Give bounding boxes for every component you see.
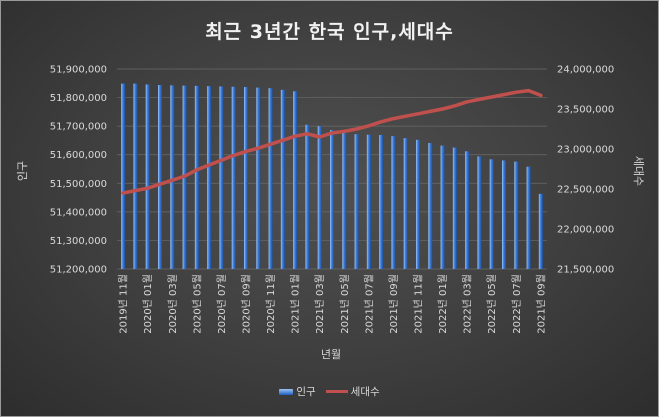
x-tick-label: 2021년 05월 <box>339 274 351 334</box>
y-tick-label: 51,300,000 <box>50 236 107 247</box>
population-bar <box>231 86 236 269</box>
x-tick-label: 2020년 11월 <box>265 274 277 334</box>
population-bar <box>194 85 199 269</box>
population-bar <box>170 85 175 270</box>
population-bar <box>158 85 162 269</box>
population-bar <box>256 87 261 269</box>
y-tick-label: 51,500,000 <box>50 179 107 190</box>
population-bar <box>305 124 310 269</box>
population-bars <box>121 83 543 270</box>
population-bar <box>317 126 322 270</box>
y-axis-title: 인구 <box>16 161 29 181</box>
x-tick-label: 2021년 01월 <box>290 274 302 334</box>
population-bar <box>354 134 359 269</box>
y-tick-label: 51,600,000 <box>50 150 107 161</box>
population-bar <box>268 88 273 270</box>
population-bar <box>538 193 543 269</box>
x-tick-label: 2022년 05월 <box>486 274 498 334</box>
x-tick-label: 2022년 07월 <box>511 274 523 334</box>
y-tick-label: 51,700,000 <box>50 122 107 133</box>
x-axis-categories: 2019년 11월 2020년 01월 2020년 03월 2020년 05월 2020… <box>118 274 548 334</box>
x-tick-label: 2021년 11월 <box>413 274 425 334</box>
y2-tick-label: 23,500,000 <box>557 105 614 116</box>
population-bar <box>366 134 371 269</box>
y2-tick-label: 22,000,000 <box>557 225 614 236</box>
population-bar <box>379 135 384 269</box>
y-tick-label: 51,800,000 <box>50 93 107 104</box>
population-bar <box>244 87 248 269</box>
left-axis-ticks: 51,200,000 51,300,000 51,400,000 51,500,000… <box>50 65 107 276</box>
y-tick-label: 51,200,000 <box>50 265 107 276</box>
population-bar <box>219 86 224 269</box>
x-tick-label: 2020년 03월 <box>167 274 179 334</box>
legend: 인구 세대수 <box>1 384 658 399</box>
x-tick-label: 2021년 09월 <box>388 274 400 334</box>
population-bar <box>403 138 408 269</box>
x-tick-label: 2021년 03월 <box>314 274 326 334</box>
legend-label-population: 인구 <box>296 386 316 398</box>
legend-label-households: 세대수 <box>350 386 380 398</box>
population-bar <box>526 166 531 269</box>
population-bar <box>330 130 334 269</box>
x-tick-label: 2021년 09월 <box>535 274 547 334</box>
population-bar <box>121 83 126 269</box>
population-bar <box>342 133 347 269</box>
x-tick-label: 2020년 05월 <box>191 274 203 334</box>
population-bar <box>416 139 420 269</box>
chart-title: 최근 3년간 한국 인구,세대수 <box>205 21 454 43</box>
population-bar <box>477 156 482 269</box>
population-bar <box>145 84 150 269</box>
population-bar <box>391 136 396 269</box>
population-bar <box>440 145 445 269</box>
households-line <box>121 88 543 195</box>
legend-bar-swatch <box>279 388 294 395</box>
y2-axis-title: 세대수 <box>632 156 645 186</box>
legend-line-swatch <box>325 390 348 393</box>
right-axis-ticks: 21,500,000 22,000,000 22,500,000 23,000,000… <box>557 65 614 276</box>
population-bar <box>452 147 457 269</box>
population-bar <box>280 89 285 269</box>
x-tick-label: 2019년 11월 <box>118 274 130 334</box>
population-bar <box>207 86 212 270</box>
population-bar <box>293 91 298 270</box>
x-tick-label: 2021년 07월 <box>363 274 375 334</box>
population-bar <box>489 159 494 269</box>
x-tick-label: 2020년 01월 <box>142 274 154 334</box>
x-tick-label: 2022년 03월 <box>462 274 474 334</box>
y-tick-label: 51,400,000 <box>50 207 107 218</box>
x-tick-label: 2020년 07월 <box>216 274 228 334</box>
population-bar <box>465 151 470 269</box>
population-bar <box>428 143 433 269</box>
x-axis-title: 년월 <box>321 348 341 361</box>
legend-item-population: 인구 <box>279 384 316 399</box>
y2-tick-label: 24,000,000 <box>557 65 614 76</box>
x-tick-label: 2020년 09월 <box>241 274 253 334</box>
population-bar <box>502 160 506 269</box>
y2-tick-label: 22,500,000 <box>557 185 614 196</box>
population-bar <box>133 83 138 269</box>
y-tick-label: 51,900,000 <box>50 65 107 76</box>
x-tick-label: 2022년 01월 <box>437 274 449 334</box>
population-bar <box>514 161 519 269</box>
legend-item-households: 세대수 <box>325 384 380 399</box>
y2-tick-label: 23,000,000 <box>557 145 614 156</box>
y2-tick-label: 21,500,000 <box>557 265 614 276</box>
